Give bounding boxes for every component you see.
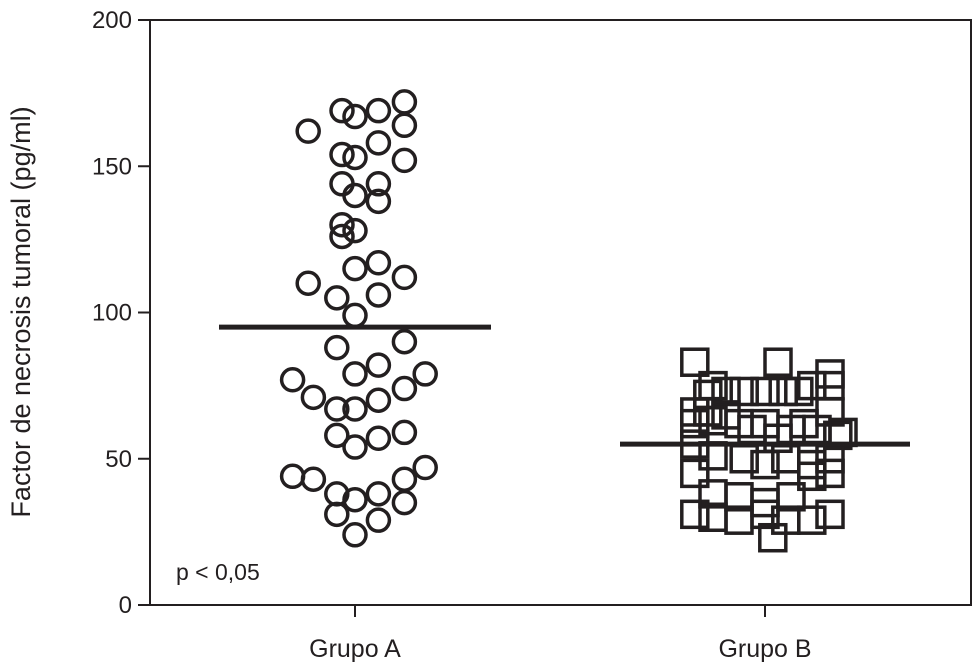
data-point-circle (391, 489, 418, 516)
data-point-circle (365, 282, 392, 308)
data-point-circle (324, 285, 350, 311)
y-tick-label: 100 (92, 300, 132, 327)
y-axis: 0 50 100 150 200 (92, 7, 150, 619)
data-point-circle (295, 118, 321, 144)
y-tick-label: 50 (105, 446, 132, 473)
data-point-circle (365, 188, 392, 215)
x-axis: Grupo A Grupo B (309, 605, 812, 663)
data-point-circle (342, 144, 368, 171)
data-point-circle (279, 367, 306, 393)
data-point-square (776, 482, 806, 512)
data-point-circle (329, 212, 355, 238)
data-point-circle (342, 255, 368, 282)
data-point-square (750, 376, 780, 407)
x-tick-label: Grupo B (718, 635, 811, 663)
mean-lines (219, 324, 910, 447)
data-point-circle (412, 361, 438, 387)
data-point-square (815, 458, 845, 489)
data-point-square (693, 397, 723, 427)
data-point-circle (342, 182, 368, 209)
data-point-circle (391, 264, 418, 291)
plot-frame (149, 19, 972, 606)
data-point-circle (342, 217, 368, 244)
data-point-square (815, 499, 845, 530)
data-point-circle (324, 422, 350, 449)
data-point-circle (342, 103, 368, 130)
y-axis-label: Factor de necrosis tumoral (pg/ml) (6, 106, 36, 517)
data-point-square (711, 376, 741, 407)
data-point-circle (329, 171, 355, 197)
data-point-circle (342, 434, 368, 460)
data-point-square (680, 499, 710, 530)
data-point-square (823, 420, 853, 451)
data-point-circle (295, 270, 321, 296)
plot-area-border (149, 19, 972, 606)
data-point-circle (365, 507, 392, 533)
data-point-circle (329, 141, 355, 168)
data-point-square (729, 376, 759, 407)
data-point-circle (391, 89, 418, 115)
data-point-circle (329, 223, 355, 250)
data-point-circle (342, 302, 368, 329)
data-point-circle (391, 466, 418, 492)
data-point-circle (391, 375, 418, 402)
data-point-circle (324, 501, 350, 528)
data-point-circle (365, 481, 392, 507)
data-point-circle (300, 384, 327, 411)
y-tick-label: 150 (92, 153, 132, 180)
data-point-circle (342, 396, 368, 422)
data-point-circle (365, 130, 392, 156)
data-point-square (797, 461, 827, 492)
data-point-circle (342, 522, 368, 548)
data-point-circle (342, 486, 368, 513)
data-point-square (750, 499, 780, 530)
data-point-circle (391, 419, 418, 446)
data-point-circle (365, 171, 392, 197)
data-point-circle (365, 387, 392, 413)
data-point-circle (300, 466, 327, 492)
data-point-circle (365, 425, 392, 452)
data-point-square (750, 449, 780, 480)
x-tick-label: Grupo A (309, 635, 401, 663)
data-point-square (763, 347, 793, 377)
data-point-circle (391, 329, 418, 355)
data-point-circle (412, 454, 438, 481)
data-point-circle (329, 97, 355, 124)
y-tick-label: 0 (119, 592, 132, 619)
data-point-circle (365, 250, 392, 276)
data-points (279, 89, 858, 553)
data-point-circle (279, 463, 306, 490)
data-point-circle (391, 147, 418, 174)
data-point-circle (324, 396, 350, 422)
data-point-square (797, 505, 827, 535)
data-point-square (768, 376, 798, 407)
data-point-square (680, 458, 710, 489)
y-tick-label: 200 (92, 7, 132, 34)
data-point-square (680, 347, 710, 377)
data-point-circle (365, 97, 392, 124)
data-point-circle (391, 112, 418, 139)
data-point-circle (365, 352, 392, 378)
p-value-annotation: p < 0,05 (176, 559, 260, 585)
data-point-circle (342, 361, 368, 387)
data-point-circle (324, 334, 350, 361)
